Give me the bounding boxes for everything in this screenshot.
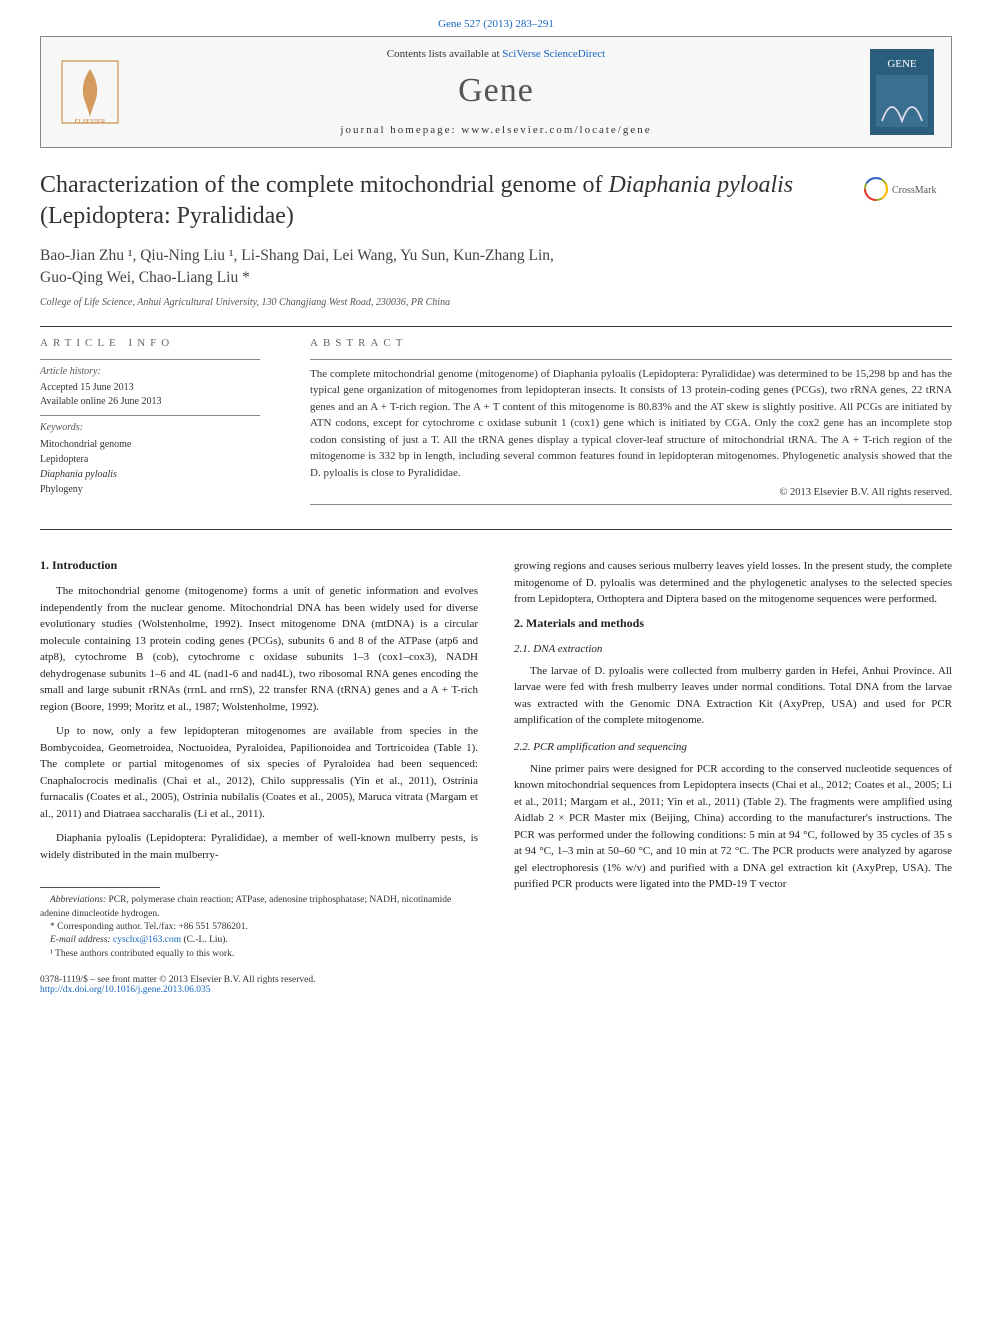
issn-line: 0378-1119/$ – see front matter © 2013 El… bbox=[40, 975, 478, 985]
title-pre: Characterization of the complete mitocho… bbox=[40, 172, 608, 198]
citation: Gene 527 (2013) 283–291 bbox=[40, 0, 952, 36]
subsection-heading: 2.1. DNA extraction bbox=[514, 643, 952, 655]
keyword: Diaphania pyloalis bbox=[40, 467, 260, 482]
abstract-label: ABSTRACT bbox=[310, 337, 952, 349]
journal-title: Gene bbox=[125, 72, 867, 110]
paragraph: The mitochondrial genome (mitogenome) fo… bbox=[40, 583, 478, 715]
keywords-label: Keywords: bbox=[40, 422, 260, 433]
paragraph: growing regions and causes serious mulbe… bbox=[514, 558, 952, 608]
subsection-heading: 2.2. PCR amplification and sequencing bbox=[514, 741, 952, 753]
svg-text:GENE: GENE bbox=[887, 58, 917, 70]
keyword: Phylogeny bbox=[40, 482, 260, 497]
copyright: © 2013 Elsevier B.V. All rights reserved… bbox=[310, 487, 952, 498]
divider bbox=[310, 359, 952, 360]
article-title: Characterization of the complete mitocho… bbox=[40, 170, 842, 231]
divider bbox=[40, 359, 260, 360]
section-heading: 1. Introduction bbox=[40, 558, 478, 573]
title-species: Diaphania pyloalis bbox=[608, 172, 793, 198]
crossmark-label: CrossMark bbox=[892, 185, 936, 196]
elsevier-logo: ELSEVIER bbox=[55, 57, 125, 127]
abstract-col: ABSTRACT The complete mitochondrial geno… bbox=[310, 337, 952, 512]
doi-link[interactable]: http://dx.doi.org/10.1016/j.gene.2013.06… bbox=[40, 985, 211, 995]
email-line: E-mail address: cyschx@163.com (C.-L. Li… bbox=[40, 934, 478, 947]
divider bbox=[40, 529, 952, 530]
contents-prefix: Contents lists available at bbox=[387, 48, 502, 60]
divider bbox=[40, 326, 952, 327]
keyword: Lepidoptera bbox=[40, 452, 260, 467]
right-column: growing regions and causes serious mulbe… bbox=[514, 558, 952, 994]
article-info-col: ARTICLE INFO Article history: Accepted 1… bbox=[40, 337, 260, 512]
publisher-name: ELSEVIER bbox=[75, 118, 106, 125]
keyword: Mitochondrial genome bbox=[40, 437, 260, 452]
section-heading: 2. Materials and methods bbox=[514, 616, 952, 631]
abstract-text: The complete mitochondrial genome (mitog… bbox=[310, 366, 952, 482]
journal-cover-thumb: GENE bbox=[867, 47, 937, 137]
abbreviations: Abbreviations: PCR, polymerase chain rea… bbox=[40, 894, 478, 921]
authors: Bao-Jian Zhu ¹, Qiu-Ning Liu ¹, Li-Shang… bbox=[40, 245, 952, 288]
corresponding-author: * Corresponding author. Tel./fax: +86 55… bbox=[40, 921, 478, 934]
email-label: E-mail address: bbox=[50, 935, 113, 945]
history-online: Available online 26 June 2013 bbox=[40, 395, 260, 409]
authors-line1: Bao-Jian Zhu ¹, Qiu-Ning Liu ¹, Li-Shang… bbox=[40, 247, 554, 264]
divider bbox=[40, 415, 260, 416]
contents-available: Contents lists available at SciVerse Sci… bbox=[125, 48, 867, 60]
paragraph: Nine primer pairs were designed for PCR … bbox=[514, 761, 952, 893]
sciencedirect-link[interactable]: SciVerse ScienceDirect bbox=[502, 48, 605, 60]
equal-contribution: ¹ These authors contributed equally to t… bbox=[40, 948, 478, 961]
article-info-label: ARTICLE INFO bbox=[40, 337, 260, 349]
email-link[interactable]: cyschx@163.com bbox=[113, 935, 181, 945]
divider bbox=[310, 504, 952, 505]
journal-header: ELSEVIER Contents lists available at Sci… bbox=[40, 36, 952, 148]
journal-homepage: journal homepage: www.elsevier.com/locat… bbox=[125, 124, 867, 136]
paragraph: The larvae of D. pyloalis were collected… bbox=[514, 663, 952, 729]
history-label: Article history: bbox=[40, 366, 260, 377]
title-post: (Lepidoptera: Pyralididae) bbox=[40, 203, 294, 229]
history-accepted: Accepted 15 June 2013 bbox=[40, 381, 260, 395]
abbr-label: Abbreviations: bbox=[50, 895, 106, 905]
paragraph: Up to now, only a few lepidopteran mitog… bbox=[40, 723, 478, 822]
paragraph: Diaphania pyloalis (Lepidoptera: Pyralid… bbox=[40, 830, 478, 863]
crossmark-badge[interactable]: CrossMark bbox=[862, 174, 952, 209]
affiliation: College of Life Science, Anhui Agricultu… bbox=[40, 297, 952, 308]
authors-line2: Guo-Qing Wei, Chao-Liang Liu * bbox=[40, 269, 250, 286]
footnote-rule bbox=[40, 887, 160, 888]
email-post: (C.-L. Liu). bbox=[181, 935, 228, 945]
left-column: 1. Introduction The mitochondrial genome… bbox=[40, 558, 478, 994]
